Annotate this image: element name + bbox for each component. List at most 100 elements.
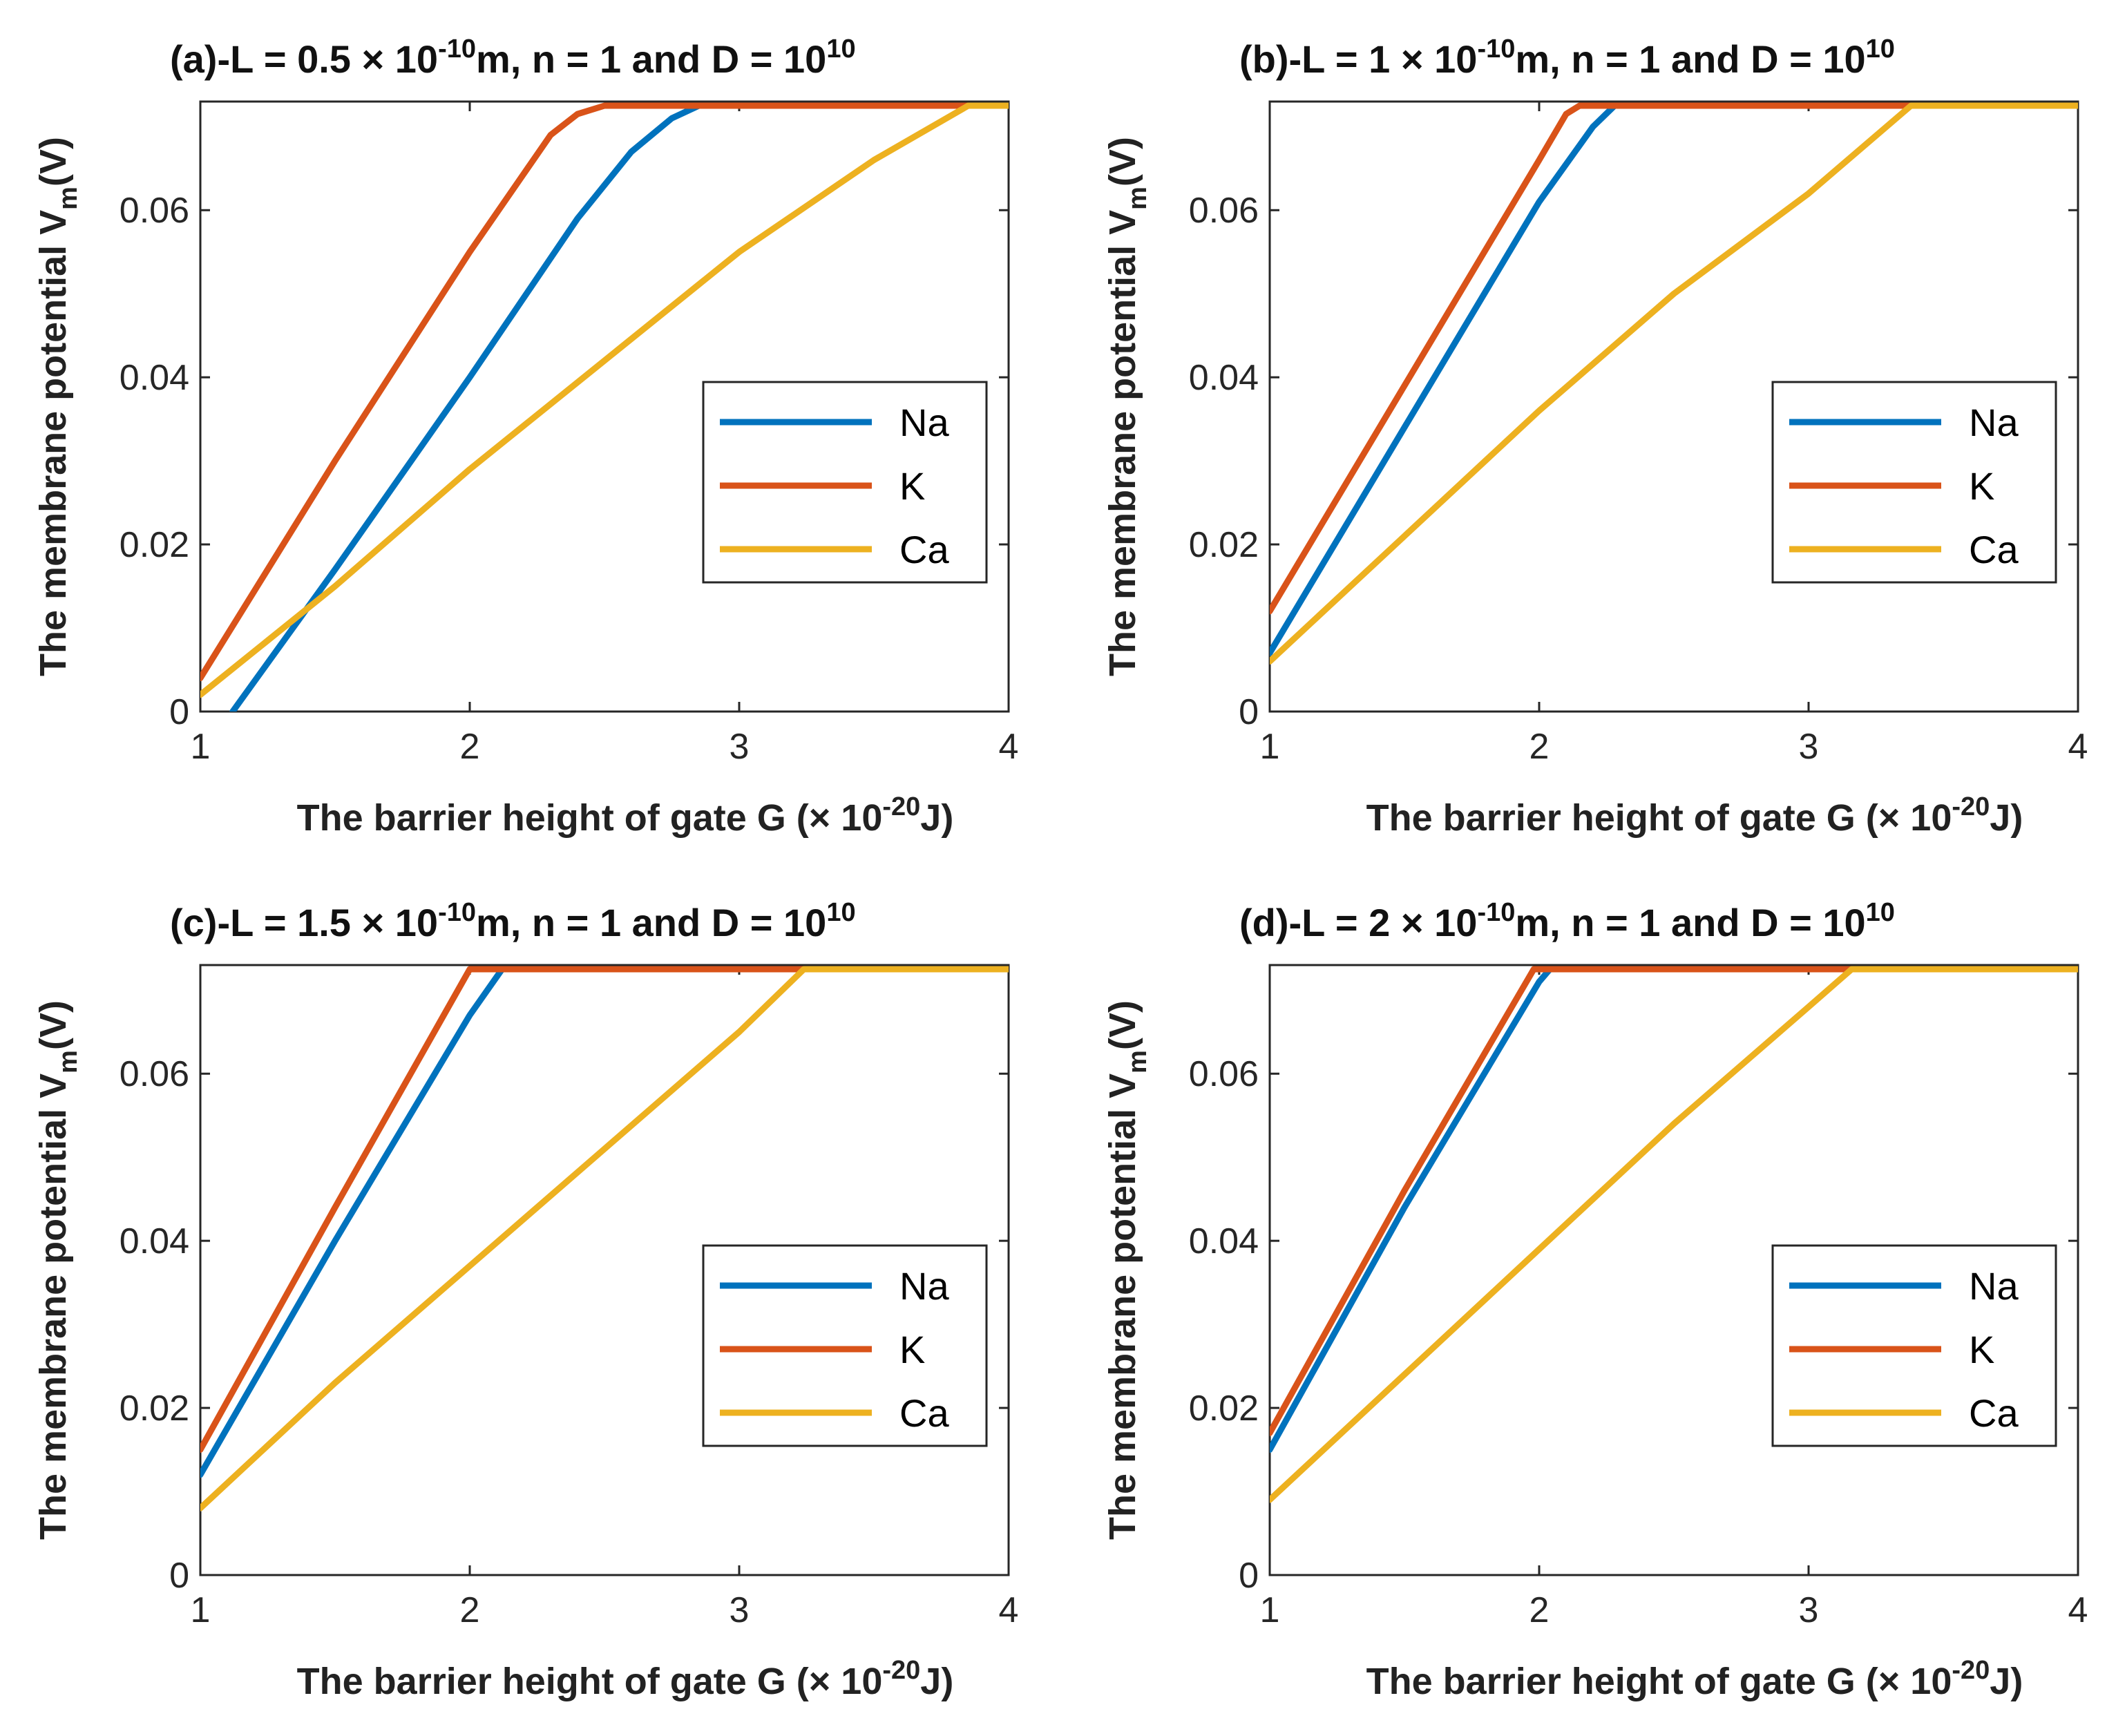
y-label-main: The membrane potential V bbox=[32, 210, 74, 676]
y-tick-label: 0 bbox=[169, 1556, 189, 1596]
y-label-unit: (V) bbox=[1102, 137, 1143, 187]
x-label-tail: J) bbox=[920, 797, 953, 839]
y-tick-label: 0.04 bbox=[1189, 358, 1259, 398]
title-middle: m, n = 1 and D = 10 bbox=[476, 37, 826, 81]
x-label-tail: J) bbox=[1990, 1661, 2023, 1702]
y-label-subscript: m bbox=[1123, 187, 1152, 210]
series-line-ca bbox=[1270, 966, 2078, 1503]
x-tick-label: 1 bbox=[1260, 1590, 1280, 1630]
x-label-main: The barrier height of gate G ( bbox=[1366, 797, 1878, 839]
title-d-exponent: 10 bbox=[1866, 35, 1895, 64]
x-label-exponent: -20 bbox=[1952, 1656, 1990, 1685]
y-label-subscript: m bbox=[1123, 1050, 1152, 1074]
x-label-main: The barrier height of gate G ( bbox=[297, 1661, 809, 1702]
x-label-exponent: -20 bbox=[882, 792, 920, 821]
y-tick-label: 0.02 bbox=[1189, 525, 1259, 565]
y-label-main: The membrane potential V bbox=[1102, 210, 1143, 676]
x-label-times-sign: × bbox=[809, 797, 831, 839]
x-axis-label: The barrier height of gate G (× 10-20J) bbox=[1366, 1656, 2023, 1702]
series-line-ca bbox=[1270, 102, 2078, 665]
y-tick-label: 0 bbox=[1239, 1556, 1259, 1596]
legend-label-na: Na bbox=[899, 401, 949, 444]
y-tick-label: 0.04 bbox=[120, 358, 189, 398]
y-tick-label: 0.06 bbox=[120, 1054, 189, 1094]
y-tick-label: 0.06 bbox=[1189, 1054, 1259, 1094]
title-base: 10 bbox=[1424, 37, 1478, 81]
x-label-base: 10 bbox=[1900, 797, 1952, 839]
title-exponent: -10 bbox=[438, 898, 476, 927]
x-tick-label: 4 bbox=[999, 727, 1019, 767]
x-tick-label: 3 bbox=[1799, 1590, 1819, 1630]
legend: Na K Ca bbox=[702, 1244, 988, 1447]
legend-label-ca: Ca bbox=[899, 1391, 949, 1435]
y-axis-label: The membrane potential Vm(V) bbox=[1102, 137, 1152, 676]
title-d-exponent: 10 bbox=[826, 35, 855, 64]
x-tick-label: 2 bbox=[1529, 1590, 1550, 1630]
title-middle: m, n = 1 and D = 10 bbox=[476, 901, 826, 944]
y-tick-label: 0 bbox=[169, 692, 189, 732]
x-tick-label: 3 bbox=[730, 1590, 750, 1630]
legend-label-k: K bbox=[1969, 1328, 1994, 1371]
title-prefix: (b)-L = 1 bbox=[1239, 37, 1401, 81]
title-d-exponent: 10 bbox=[826, 898, 855, 927]
title-times-sign: × bbox=[362, 37, 385, 81]
series-line-k bbox=[1270, 966, 2078, 1436]
y-label-subscript: m bbox=[54, 1050, 83, 1074]
y-tick-label: 0.02 bbox=[120, 525, 189, 565]
chart-title: (b)-L = 1 × 10-10m, n = 1 and D = 1010 bbox=[1239, 35, 1895, 81]
y-tick-label: 0.06 bbox=[1189, 191, 1259, 231]
title-prefix: (a)-L = 0.5 bbox=[170, 37, 362, 81]
x-label-tail: J) bbox=[1990, 797, 2023, 839]
title-exponent: -10 bbox=[1477, 898, 1515, 927]
title-times-sign: × bbox=[1401, 37, 1424, 81]
legend-label-k: K bbox=[899, 464, 925, 508]
x-tick-label: 2 bbox=[460, 1590, 480, 1630]
y-tick-label: 0.02 bbox=[120, 1389, 189, 1429]
x-tick-label: 4 bbox=[2068, 1590, 2088, 1630]
title-prefix: (c)-L = 1.5 bbox=[170, 901, 362, 944]
x-tick-label: 4 bbox=[2068, 727, 2088, 767]
title-times-sign: × bbox=[1401, 901, 1424, 944]
legend: Na K Ca bbox=[1771, 381, 2057, 584]
x-label-tail: J) bbox=[920, 1661, 953, 1702]
y-axis-label: The membrane potential Vm(V) bbox=[32, 137, 83, 676]
y-label-main: The membrane potential V bbox=[1102, 1074, 1143, 1540]
x-label-exponent: -20 bbox=[882, 1656, 920, 1685]
legend: Na K Ca bbox=[702, 381, 988, 584]
series-line-ca bbox=[200, 966, 1009, 1511]
x-tick-label: 2 bbox=[460, 727, 480, 767]
x-tick-label: 2 bbox=[1529, 727, 1550, 767]
y-tick-label: 0.04 bbox=[1189, 1221, 1259, 1261]
y-label-unit: (V) bbox=[1102, 1000, 1143, 1050]
title-base: 10 bbox=[1424, 901, 1478, 944]
x-tick-label: 3 bbox=[730, 727, 750, 767]
y-label-subscript: m bbox=[54, 187, 83, 210]
y-axis-label: The membrane potential Vm(V) bbox=[32, 1000, 83, 1540]
legend-label-na: Na bbox=[1969, 401, 2019, 444]
legend-label-k: K bbox=[899, 1328, 925, 1371]
x-label-times-sign: × bbox=[1878, 1661, 1900, 1702]
chart-title: (c)-L = 1.5 × 10-10m, n = 1 and D = 1010 bbox=[170, 898, 856, 944]
chart-title: (a)-L = 0.5 × 10-10m, n = 1 and D = 1010 bbox=[170, 35, 856, 81]
y-tick-label: 0.02 bbox=[1189, 1389, 1259, 1429]
y-axis-label: The membrane potential Vm(V) bbox=[1102, 1000, 1152, 1540]
title-times-sign: × bbox=[362, 901, 385, 944]
x-label-base: 10 bbox=[830, 797, 882, 839]
series-line-k bbox=[200, 102, 1009, 682]
y-tick-label: 0.06 bbox=[120, 191, 189, 231]
legend-label-k: K bbox=[1969, 464, 1994, 508]
x-tick-label: 3 bbox=[1799, 727, 1819, 767]
y-tick-label: 0 bbox=[1239, 692, 1259, 732]
x-label-times-sign: × bbox=[809, 1661, 831, 1702]
x-tick-label: 1 bbox=[191, 727, 211, 767]
title-exponent: -10 bbox=[438, 35, 476, 64]
legend-label-na: Na bbox=[1969, 1264, 2019, 1308]
y-label-main: The membrane potential V bbox=[32, 1074, 74, 1540]
x-axis-label: The barrier height of gate G (× 10-20J) bbox=[297, 792, 954, 839]
x-label-main: The barrier height of gate G ( bbox=[1366, 1661, 1878, 1702]
